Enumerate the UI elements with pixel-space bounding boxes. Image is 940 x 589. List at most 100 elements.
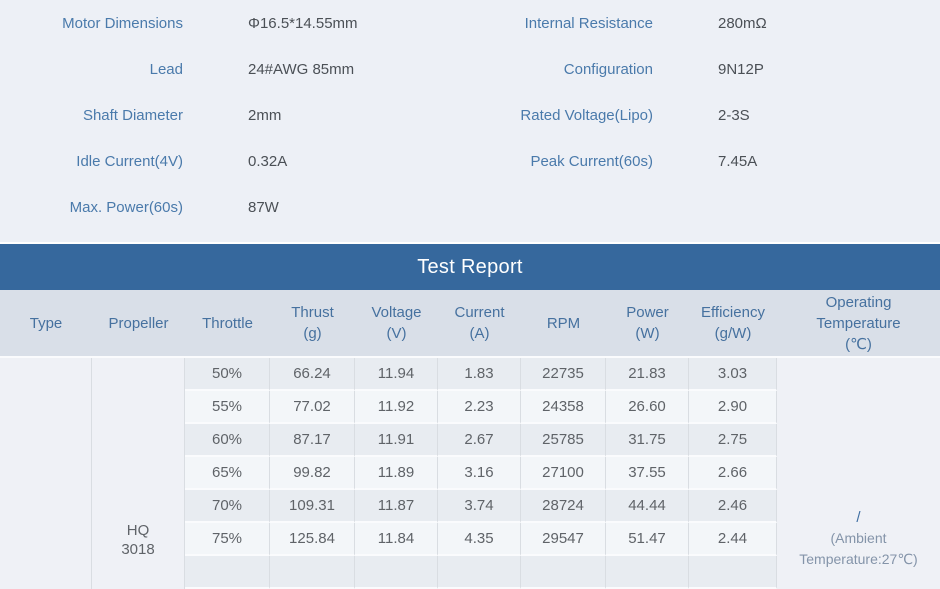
cell-voltage	[355, 556, 438, 589]
spec-value: Φ16.5*14.55mm	[248, 14, 358, 32]
spec-section: Motor Dimensions Φ16.5*14.55mm Internal Re…	[0, 0, 940, 242]
cell-power: 51.47	[606, 523, 689, 556]
column-header-line: (g/W)	[714, 325, 752, 342]
cell-efficiency	[689, 556, 777, 589]
spec-value: 2mm	[248, 106, 282, 124]
column-header-line: (g)	[303, 325, 322, 342]
spec-label: Max. Power(60s)	[69, 198, 183, 216]
cell-efficiency: 2.90	[689, 391, 777, 424]
table-row: 60% 87.17 11.91 2.67 25785 31.75 2.75	[0, 424, 940, 457]
cell-operating-temperature: / (Ambient Temperature:27℃)	[777, 358, 940, 589]
cell-rpm: 27100	[521, 457, 606, 490]
column-header-propeller: Propeller	[92, 290, 185, 358]
column-header-line: Current	[454, 304, 505, 321]
cell-rpm: 28724	[521, 490, 606, 523]
cell-rpm: 22735	[521, 358, 606, 391]
column-header-rpm: RPM	[521, 290, 606, 358]
column-header-current: Current (A)	[438, 290, 521, 358]
operating-temperature-value: /	[856, 509, 861, 526]
table-row: 75% 125.84 11.84 4.35 29547 51.47 2.44	[0, 523, 940, 556]
cell-power	[606, 556, 689, 589]
cell-throttle: 60%	[185, 424, 270, 457]
spec-label: Internal Resistance	[524, 14, 653, 32]
cell-thrust: 77.02	[270, 391, 355, 424]
cell-throttle	[185, 556, 270, 589]
table-row: 65% 99.82 11.89 3.16 27100 37.55 2.66	[0, 457, 940, 490]
column-header-efficiency: Efficiency (g/W)	[689, 290, 777, 358]
cell-power: 44.44	[606, 490, 689, 523]
cell-rpm	[521, 556, 606, 589]
column-header-line: (A)	[469, 325, 490, 342]
cell-thrust	[270, 556, 355, 589]
cell-voltage: 11.94	[355, 358, 438, 391]
cell-current: 3.74	[438, 490, 521, 523]
cell-current: 1.83	[438, 358, 521, 391]
spec-value: 0.32A	[248, 152, 288, 170]
column-header-line: Power	[626, 304, 669, 321]
cell-throttle: 70%	[185, 490, 270, 523]
spec-value: 9N12P	[718, 60, 764, 78]
cell-rpm: 24358	[521, 391, 606, 424]
test-report-banner: Test Report	[0, 242, 940, 290]
column-header-throttle: Throttle	[185, 290, 270, 358]
column-header-power: Power (W)	[606, 290, 689, 358]
cell-throttle: 50%	[185, 358, 270, 391]
column-header-thrust: Thrust (g)	[270, 290, 355, 358]
cell-current: 4.35	[438, 523, 521, 556]
cell-rpm: 25785	[521, 424, 606, 457]
cell-voltage: 11.89	[355, 457, 438, 490]
column-header-line: Operating	[825, 293, 892, 311]
spec-value: 2-3S	[718, 106, 750, 124]
spec-label: Lead	[149, 60, 183, 78]
column-header-operating-temperature: Operating Temperature (℃)	[777, 290, 940, 358]
table-row: 70% 109.31 11.87 3.74 28724 44.44 2.46	[0, 490, 940, 523]
cell-thrust: 109.31	[270, 490, 355, 523]
spec-label: Rated Voltage(Lipo)	[520, 106, 653, 124]
cell-efficiency: 2.75	[689, 424, 777, 457]
cell-propeller: HQ 3018	[92, 358, 185, 589]
column-header-line: (℃)	[845, 335, 872, 353]
cell-power: 31.75	[606, 424, 689, 457]
table-row: HQ 3018 50% 66.24 11.94 1.83 22735 21.83 3.03 / (…	[0, 358, 940, 589]
cell-current	[438, 556, 521, 589]
column-header-voltage: Voltage (V)	[355, 290, 438, 358]
column-header-line: Voltage	[371, 304, 422, 321]
table-row: 55% 77.02 11.92 2.23 24358 26.60 2.90	[0, 391, 940, 424]
cell-throttle: 65%	[185, 457, 270, 490]
cell-current: 2.23	[438, 391, 521, 424]
table-header-row: Type Propeller Throttle Thrust (g) Voltage (V)…	[0, 290, 940, 358]
spec-value: 24#AWG 85mm	[248, 60, 355, 78]
test-report-title: Test Report	[417, 255, 523, 278]
spec-label: Peak Current(60s)	[530, 152, 653, 170]
cell-current: 2.67	[438, 424, 521, 457]
column-header-line: RPM	[546, 314, 581, 332]
cell-rpm: 29547	[521, 523, 606, 556]
column-header-line: (V)	[386, 325, 407, 342]
cell-voltage: 11.84	[355, 523, 438, 556]
spec-label: Idle Current(4V)	[76, 152, 183, 170]
cell-thrust: 125.84	[270, 523, 355, 556]
column-header-line: Propeller	[108, 314, 169, 332]
test-report-table: Type Propeller Throttle Thrust (g) Voltage (V)…	[0, 290, 940, 589]
cell-voltage: 11.92	[355, 391, 438, 424]
cell-power: 21.83	[606, 358, 689, 391]
cell-current: 3.16	[438, 457, 521, 490]
cell-thrust: 87.17	[270, 424, 355, 457]
spec-label: Motor Dimensions	[62, 14, 183, 32]
column-header-line: Type	[29, 314, 63, 332]
cell-efficiency: 2.44	[689, 523, 777, 556]
column-header-line: (W)	[635, 325, 660, 342]
cell-voltage: 11.87	[355, 490, 438, 523]
cell-efficiency: 2.66	[689, 457, 777, 490]
cell-throttle: 75%	[185, 523, 270, 556]
propeller-label: HQ 3018	[92, 521, 184, 559]
column-header-line: Temperature	[816, 314, 901, 332]
spec-value: 7.45A	[718, 152, 758, 170]
spec-value: 87W	[248, 198, 279, 216]
spec-label: Configuration	[563, 60, 653, 78]
cell-power: 37.55	[606, 457, 689, 490]
ambient-temperature-note: (Ambient Temperature:27℃)	[799, 530, 918, 567]
column-header-line: Efficiency	[701, 304, 765, 321]
cell-type	[0, 358, 92, 589]
cell-thrust: 66.24	[270, 358, 355, 391]
